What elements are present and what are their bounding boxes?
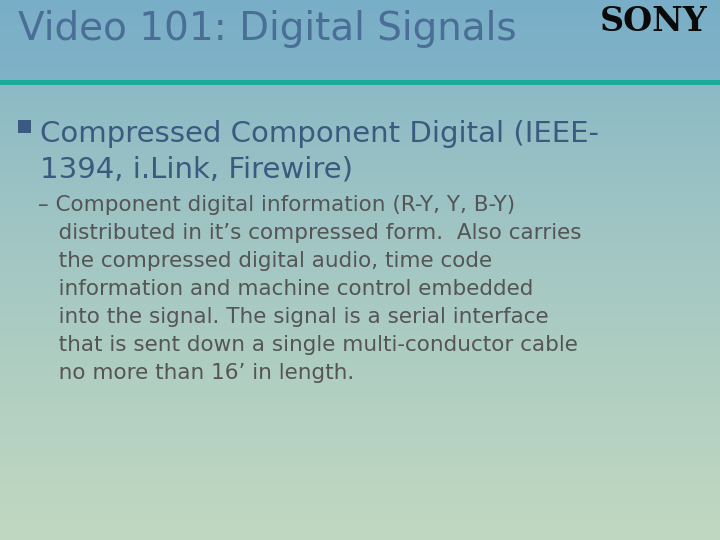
Text: no more than 16’ in length.: no more than 16’ in length. xyxy=(38,363,354,383)
Text: SONY: SONY xyxy=(600,5,708,38)
Text: the compressed digital audio, time code: the compressed digital audio, time code xyxy=(38,251,492,271)
Text: Video 101: Digital Signals: Video 101: Digital Signals xyxy=(18,10,517,48)
Bar xyxy=(0,0,720,80)
Text: that is sent down a single multi-conductor cable: that is sent down a single multi-conduct… xyxy=(38,335,578,355)
Text: distributed in it’s compressed form.  Also carries: distributed in it’s compressed form. Als… xyxy=(38,223,582,243)
Text: – Component digital information (R-Y, Y, B-Y): – Component digital information (R-Y, Y,… xyxy=(38,195,515,215)
Text: into the signal. The signal is a serial interface: into the signal. The signal is a serial … xyxy=(38,307,549,327)
Bar xyxy=(0,80,720,85)
Text: Compressed Component Digital (IEEE-
1394, i.Link, Firewire): Compressed Component Digital (IEEE- 1394… xyxy=(40,120,599,184)
Bar xyxy=(18,120,31,133)
Text: information and machine control embedded: information and machine control embedded xyxy=(38,279,534,299)
